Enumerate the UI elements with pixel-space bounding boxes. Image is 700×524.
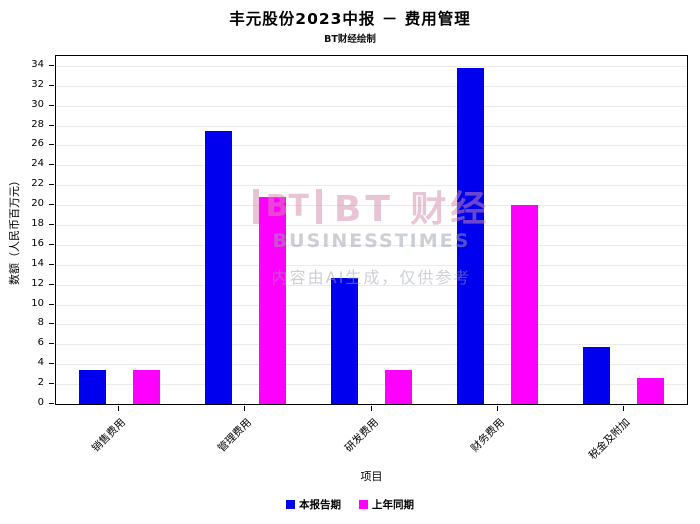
bar-groups (56, 56, 687, 404)
bar-上年同期 (258, 197, 286, 404)
y-tick-label: 10 (31, 297, 44, 309)
y-tick-mark (49, 283, 54, 285)
y-tick-label: 34 (31, 58, 44, 70)
bar-上年同期 (385, 370, 412, 404)
y-tick-label: 30 (31, 98, 44, 110)
y-tick-mark (49, 64, 54, 66)
gridline (56, 344, 687, 346)
gridline (56, 324, 687, 326)
x-tick-mark (118, 406, 120, 411)
x-tick-mark (370, 406, 372, 411)
y-tick-mark (49, 84, 54, 86)
x-tick-label: 研发费用 (342, 416, 381, 455)
y-tick-mark (49, 303, 54, 305)
y-tick-label: 14 (31, 257, 44, 269)
chart-subtitle: BT财经绘制 (324, 34, 376, 45)
gridline (56, 264, 687, 266)
bar-group (182, 56, 308, 404)
bar-group (561, 56, 687, 404)
y-tick-mark (49, 343, 54, 345)
x-tick-mark (496, 406, 498, 411)
x-tick-mark (622, 406, 624, 411)
gridline (56, 284, 687, 286)
y-tick-label: 6 (37, 337, 44, 349)
y-tick-label: 16 (31, 237, 44, 249)
gridline (56, 304, 687, 306)
bar-本报告期 (204, 130, 232, 404)
y-tick-mark (49, 263, 54, 265)
y-tick-mark (49, 383, 54, 385)
y-axis: 0 2 4 6 8 10 12 14 16 18 20 22 24 26 28 30 32 34 (0, 55, 55, 408)
gridline (56, 364, 687, 366)
gridline (56, 244, 687, 246)
y-tick-label: 26 (31, 138, 44, 150)
y-tick-label: 22 (31, 178, 44, 190)
bar-上年同期 (637, 378, 665, 404)
bar-本报告期 (583, 347, 611, 404)
y-tick-label: 12 (31, 277, 44, 289)
y-tick-mark (49, 124, 54, 126)
x-tick-label: 管理费用 (216, 416, 255, 455)
gridline (56, 205, 687, 207)
y-tick-mark (49, 164, 54, 166)
gridline (56, 165, 687, 167)
y-tick-label: 0 (37, 397, 44, 408)
y-tick-label: 18 (31, 218, 44, 230)
y-tick-label: 4 (37, 357, 44, 369)
y-tick-mark (49, 184, 54, 186)
legend: 本报告期 上年同期 (0, 497, 700, 512)
x-tick-label: 税金及附加 (587, 416, 633, 463)
bar-group (56, 56, 182, 404)
y-tick-label: 28 (31, 118, 44, 130)
plot-area: BT BT 财经 BUSINESSTIMES 内容由AI生成，仅供参考 (55, 55, 688, 405)
gridlines (56, 56, 687, 404)
x-tick-label: 财务费用 (468, 416, 507, 455)
y-tick-mark (49, 104, 54, 106)
bar-上年同期 (511, 205, 539, 404)
gridline (56, 225, 687, 227)
x-axis: 销售费用 管理费用 研发费用 财务费用 税金及附加 (55, 406, 688, 468)
y-tick-label: 20 (31, 198, 44, 210)
y-tick-mark (49, 204, 54, 206)
gridline (56, 145, 687, 147)
bar-本报告期 (331, 277, 358, 404)
bar-group (435, 56, 561, 404)
x-tick-mark (244, 406, 246, 411)
x-tick-label: 销售费用 (89, 416, 129, 455)
y-tick-label: 2 (37, 377, 44, 389)
gridline (56, 105, 687, 107)
y-tick-label: 8 (37, 317, 44, 329)
legend-swatch (286, 500, 295, 509)
y-tick-mark (49, 363, 54, 365)
bar-group (308, 56, 434, 404)
y-tick-label: 24 (31, 158, 44, 170)
bar-本报告期 (457, 67, 485, 404)
chart-title: 丰元股份2023中报 － 费用管理 (229, 10, 471, 28)
legend-swatch (359, 500, 368, 509)
gridline (56, 65, 687, 67)
legend-item: 本报告期 (286, 497, 341, 512)
bar-上年同期 (132, 370, 160, 404)
y-tick-mark (49, 144, 54, 146)
bar-本报告期 (78, 370, 106, 404)
gridline (56, 125, 687, 127)
gridline (56, 185, 687, 187)
legend-item: 上年同期 (359, 497, 414, 512)
x-axis-label: 项目 (360, 470, 383, 483)
y-tick-mark (49, 403, 54, 404)
gridline (56, 85, 687, 87)
y-tick-mark (49, 224, 54, 226)
y-tick-label: 32 (31, 78, 44, 90)
legend-label: 上年同期 (372, 499, 414, 511)
legend-label: 本报告期 (299, 499, 341, 511)
y-tick-mark (49, 243, 54, 245)
gridline (56, 384, 687, 386)
y-tick-mark (49, 323, 54, 325)
